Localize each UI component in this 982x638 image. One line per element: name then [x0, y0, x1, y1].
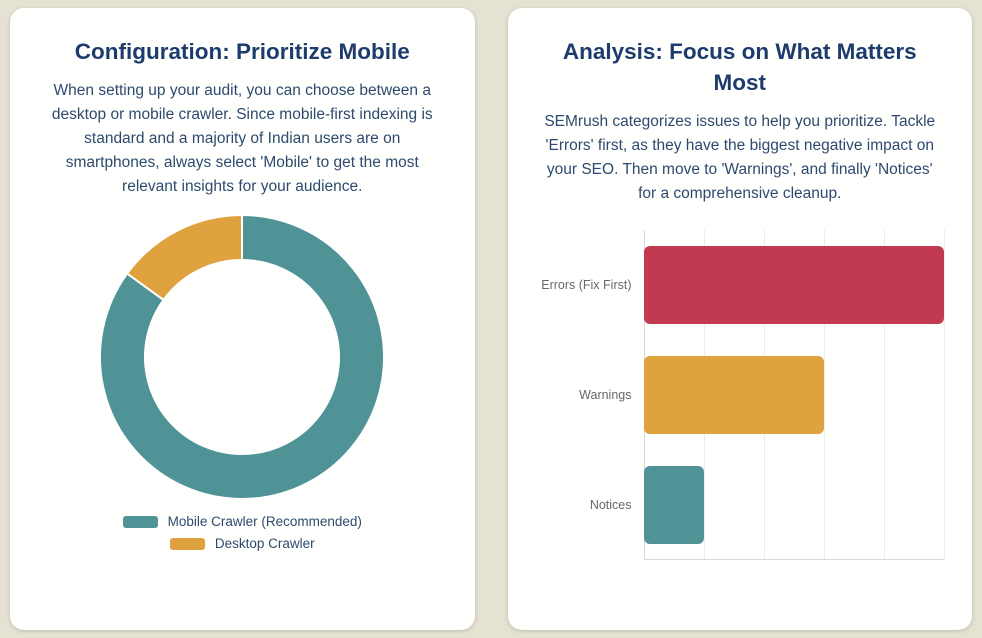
legend-swatch-icon [122, 515, 158, 528]
bar-row-0 [643, 230, 944, 340]
configuration-title: Configuration: Prioritize Mobile [74, 39, 410, 64]
legend-item-0[interactable]: Mobile Crawler (Recommended) [122, 514, 362, 529]
analysis-description: SEMrush categorizes issues to help you p… [544, 113, 936, 202]
legend-label: Mobile Crawler (Recommended) [167, 514, 362, 529]
bar-row-1 [643, 340, 945, 450]
legend-swatch-icon [169, 537, 205, 550]
bar-category-label-2: Notices [589, 498, 632, 512]
doughnut-svg [99, 213, 386, 500]
bar-plot-area [643, 230, 945, 560]
configuration-card: Configuration: Prioritize Mobile When se… [10, 8, 475, 630]
doughnut-slice-1 [125, 213, 244, 302]
gridline [883, 230, 885, 559]
bar-category-label-0: Errors (Fix First) [541, 278, 632, 292]
doughnut-legend: Mobile Crawler (Recommended) Desktop Craw… [122, 514, 362, 551]
analysis-title: Analysis: Focus on What Matters Most [562, 39, 917, 95]
legend-label: Desktop Crawler [214, 536, 315, 551]
bar-category-label-1: Warnings [579, 388, 632, 402]
gridline [944, 230, 945, 559]
analysis-card: Analysis: Focus on What Matters Most SEM… [507, 8, 972, 630]
bar-0 [643, 246, 944, 324]
configuration-description: When setting up your audit, you can choo… [51, 82, 433, 195]
issues-bar-chart: Errors (Fix First) Warnings Notices [536, 230, 945, 560]
doughnut-slice-0 [99, 213, 386, 500]
bar-1 [643, 356, 824, 434]
gridline [823, 230, 825, 559]
bar-category-axis: Errors (Fix First) Warnings Notices [536, 230, 644, 560]
crawler-doughnut-chart [98, 213, 386, 506]
bar-2 [643, 466, 704, 544]
bar-row-2 [643, 450, 945, 560]
legend-item-1[interactable]: Desktop Crawler [169, 536, 315, 551]
